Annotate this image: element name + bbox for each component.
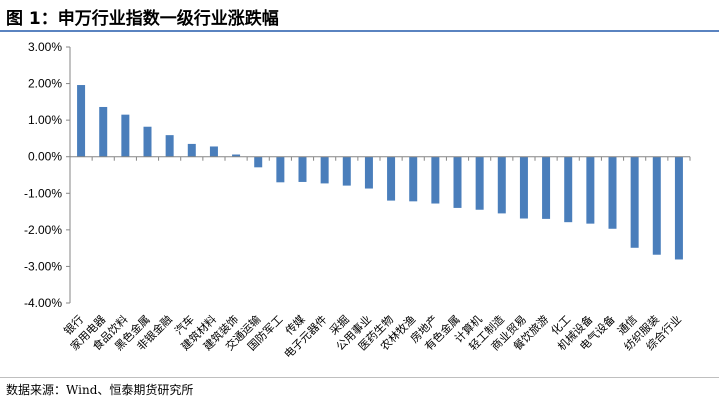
bar (99, 106, 108, 157)
bar (342, 156, 351, 186)
bars (77, 85, 683, 260)
y-tick-label: 2.00% (28, 77, 62, 91)
bar (431, 156, 440, 204)
bar (542, 156, 551, 219)
bar (674, 156, 683, 260)
bar (652, 156, 661, 255)
bar (121, 114, 130, 157)
bar (232, 154, 241, 157)
title-bar: 图 1：申万行业指数一级行业涨跌幅 (0, 0, 719, 30)
category-labels: 银行家用电器食品饮料黑色金属非银金融汽车建筑材料建筑装饰交通运输国防军工传媒电子… (61, 312, 684, 361)
bar (586, 156, 595, 224)
bar (276, 156, 285, 183)
bar (364, 156, 373, 189)
bar (165, 135, 174, 157)
y-tick-label: -4.00% (24, 296, 62, 310)
title-rule (0, 30, 719, 32)
y-tick-label: -3.00% (24, 259, 62, 273)
bar (409, 156, 418, 202)
bar (209, 146, 218, 157)
bar (254, 156, 263, 168)
y-tick-label: 1.00% (28, 113, 62, 127)
bar (497, 156, 506, 214)
bar-chart: 3.00% 2.00% 1.00% 0.00% -1.00% -2.00% -3.00% -4… (24, 40, 691, 361)
y-tick-label: -2.00% (24, 223, 62, 237)
bar (387, 156, 396, 201)
y-axis: 3.00% 2.00% 1.00% 0.00% -1.00% -2.00% -3.00% -4… (24, 40, 71, 310)
bar (630, 156, 639, 248)
bar (519, 156, 528, 219)
bar (298, 156, 307, 182)
bar (475, 156, 484, 210)
y-tick-label: -1.00% (24, 186, 62, 200)
y-tick-label: 3.00% (28, 40, 62, 54)
category-label: 电子元器件 (282, 313, 330, 361)
source-rule (0, 377, 719, 378)
bar (143, 126, 152, 157)
bar (453, 156, 462, 208)
x-axis (69, 156, 691, 161)
bar (564, 156, 573, 223)
y-tick-label: 0.00% (28, 150, 62, 164)
bar (77, 85, 86, 157)
bar (187, 143, 196, 157)
bar (608, 156, 617, 229)
bar (320, 156, 329, 184)
source-note: 数据来源：Wind、恒泰期货研究所 (6, 383, 194, 397)
figure-title: 图 1：申万行业指数一级行业涨跌幅 (6, 9, 279, 29)
